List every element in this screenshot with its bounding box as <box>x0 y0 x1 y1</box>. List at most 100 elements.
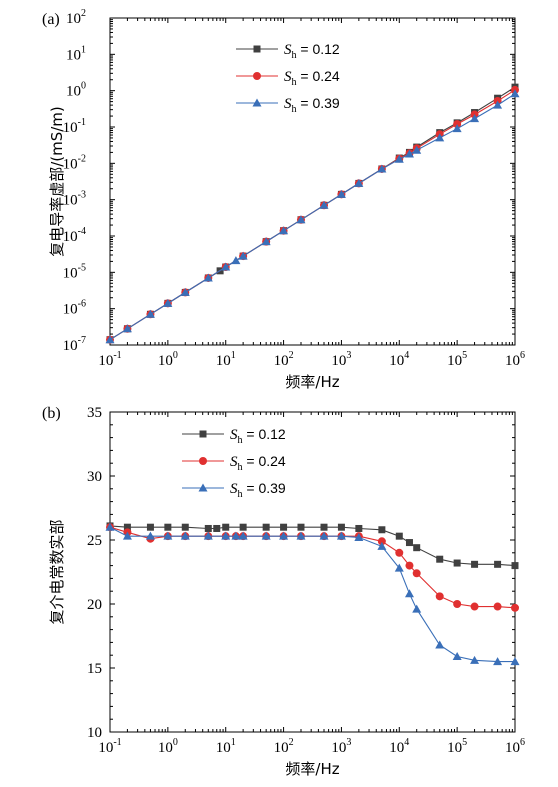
x-tick-label: 100 <box>158 737 178 756</box>
data-point <box>394 154 404 163</box>
y-tick-label: 102 <box>66 8 86 27</box>
data-point <box>319 200 329 209</box>
legend-entry-1: Sh = 0.12 <box>182 426 286 446</box>
data-point <box>279 531 289 540</box>
data-point <box>395 548 404 557</box>
data-point <box>320 523 328 531</box>
legend-label: Sh = 0.24 <box>284 68 340 88</box>
legend-label: Sh = 0.39 <box>284 95 340 115</box>
x-tick-label: 104 <box>389 737 409 756</box>
data-point <box>181 523 189 531</box>
data-point <box>355 524 363 532</box>
data-point <box>221 262 231 271</box>
data-point <box>377 541 387 550</box>
data-point <box>180 287 190 296</box>
data-point <box>510 89 520 98</box>
data-point <box>336 189 346 198</box>
data-point <box>453 120 462 129</box>
data-point <box>336 531 346 540</box>
legend-marker <box>199 457 207 465</box>
x-tick-label: 103 <box>331 350 351 369</box>
legend-entry-3: Sh = 0.39 <box>236 95 340 115</box>
data-point <box>435 592 444 601</box>
data-point <box>413 544 421 552</box>
x-tick-label: 104 <box>389 350 409 369</box>
y-tick-label: 25 <box>87 533 102 549</box>
x-tick-label: 105 <box>447 737 467 756</box>
y-tick-label: 10-5 <box>63 262 86 281</box>
data-point <box>105 522 115 531</box>
data-point <box>280 523 288 531</box>
x-tick-label: 106 <box>505 350 525 369</box>
legend-label: Sh = 0.12 <box>284 41 340 61</box>
y-tick-label: 15 <box>87 661 102 677</box>
data-point <box>511 562 519 570</box>
data-point <box>493 657 503 666</box>
data-point <box>377 537 386 546</box>
data-point <box>221 531 231 540</box>
y-tick-label: 10-1 <box>63 117 86 136</box>
data-point <box>435 640 445 649</box>
data-point <box>239 523 247 531</box>
data-point <box>261 237 271 246</box>
data-point <box>394 563 404 572</box>
y-tick-label: 10-3 <box>63 190 86 209</box>
data-point <box>470 114 480 123</box>
x-axis-label: 频率/Hz <box>285 373 339 391</box>
y-tick-label: 10-7 <box>63 335 86 354</box>
data-point <box>404 589 414 598</box>
data-point <box>297 523 305 531</box>
data-point <box>222 523 230 531</box>
data-point <box>510 657 520 666</box>
x-tick-label: 100 <box>158 350 178 369</box>
data-point <box>493 100 503 109</box>
data-point <box>163 531 173 540</box>
x-tick-label: 102 <box>274 350 294 369</box>
data-point <box>354 178 364 187</box>
x-tick-label: 101 <box>216 350 236 369</box>
y-tick-label: 30 <box>87 469 102 485</box>
legend-label: Sh = 0.12 <box>230 426 286 446</box>
legend-marker <box>199 430 207 438</box>
x-tick-label: 106 <box>505 737 525 756</box>
y-tick-label: 100 <box>66 81 86 100</box>
chart-panel-1: 10-1 100 101 102 103 104 105 106 10-7 10-6 10-5 10-… <box>42 8 525 391</box>
legend-label: Sh = 0.24 <box>230 453 286 473</box>
data-point <box>511 603 519 612</box>
data-point <box>296 215 306 224</box>
data-point <box>122 531 132 540</box>
x-tick-label: 103 <box>331 737 351 756</box>
panel-label: (a) <box>42 11 60 28</box>
data-point <box>412 569 421 578</box>
data-point <box>377 164 387 173</box>
y-axis-label: 复电导率虚部/(mS/m) <box>48 106 66 257</box>
data-point <box>493 602 502 611</box>
plot-frame <box>109 17 516 346</box>
data-point <box>238 251 248 260</box>
data-point <box>279 226 289 235</box>
data-point <box>405 539 413 547</box>
data-point <box>122 324 132 333</box>
y-tick-label: 35 <box>87 405 102 421</box>
series-3 <box>105 522 520 666</box>
data-point <box>378 526 386 534</box>
data-point <box>395 532 403 540</box>
data-point <box>231 256 241 265</box>
data-point <box>452 124 462 133</box>
data-point <box>203 531 213 540</box>
data-point <box>412 145 422 154</box>
data-point <box>145 531 155 540</box>
legend-entry-1: Sh = 0.12 <box>236 41 340 61</box>
series-line <box>109 526 515 663</box>
legend-entry-2: Sh = 0.24 <box>182 453 286 473</box>
legend-marker <box>253 72 261 80</box>
data-point <box>470 602 479 611</box>
x-tick-label: 10-1 <box>98 737 121 756</box>
y-tick-label: 10-4 <box>63 226 86 245</box>
data-point <box>436 555 444 563</box>
data-point <box>412 604 422 613</box>
data-point <box>471 560 479 568</box>
x-tick-label: 105 <box>447 350 467 369</box>
x-tick-label: 102 <box>274 737 294 756</box>
series-1 <box>106 522 519 570</box>
